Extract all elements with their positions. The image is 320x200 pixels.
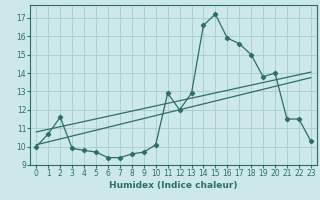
X-axis label: Humidex (Indice chaleur): Humidex (Indice chaleur) bbox=[109, 181, 238, 190]
